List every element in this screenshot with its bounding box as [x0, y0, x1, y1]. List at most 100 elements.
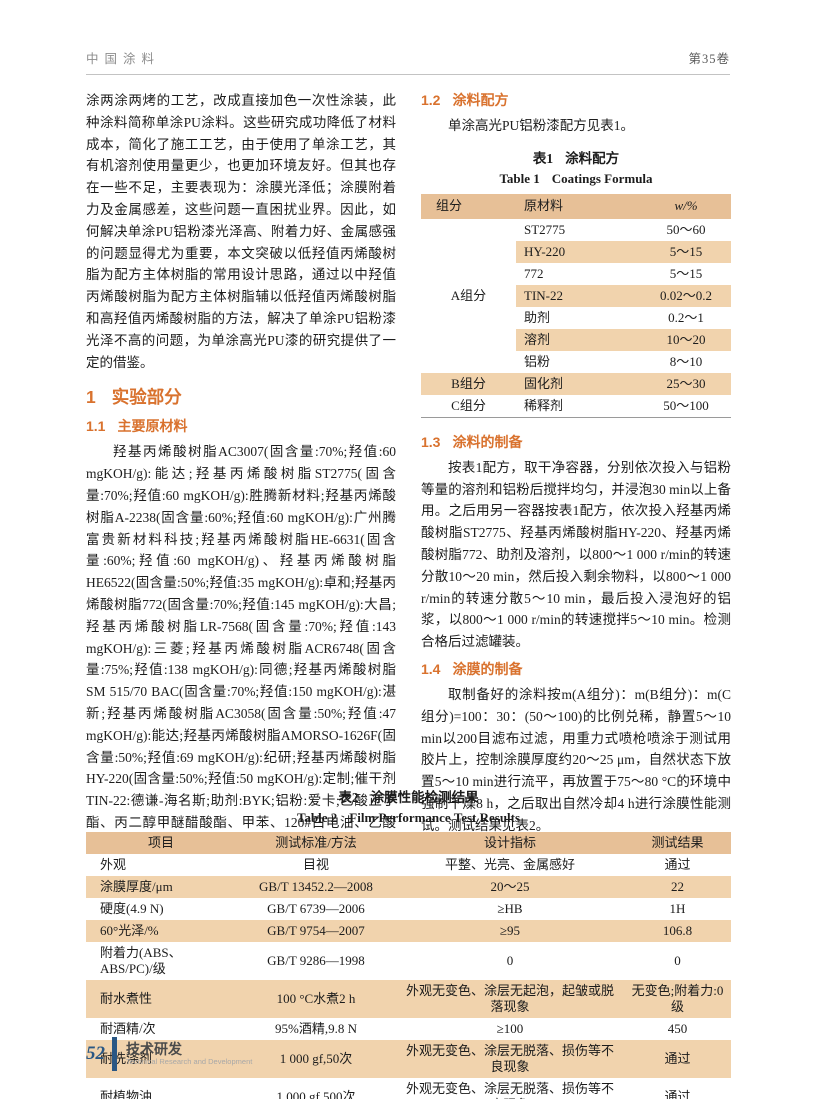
page-footer: 52 技术研发 Technical Research and Developme…	[86, 1037, 252, 1071]
section-1-3-title: 涂料的制备	[452, 433, 523, 450]
table2-target: 外观无变色、涂层无脱落、损伤等不良现象	[405, 1081, 614, 1099]
table2-target: 0	[506, 953, 514, 968]
table1-caption-en-label: Table 1	[499, 170, 540, 186]
intro-paragraph: 涂两涂两烤的工艺，改成直接加色一次性涂装，此种涂料简称单涂PU涂料。这些研究成功…	[86, 93, 396, 370]
table-row: 60°光泽/% GB/T 9754—2007 ≥95 106.8	[86, 920, 731, 942]
table1-material: 772	[524, 265, 544, 281]
table-row: 助剂 0.2～1	[421, 307, 731, 329]
table-row: 耐洗涤剂 1 000 gf,50次 外观无变色、涂层无脱落、损伤等不良现象 通过	[86, 1040, 731, 1078]
table-row: 硬度(4.9 N) GB/T 6739—2006 ≥HB 1H	[86, 898, 731, 920]
section-1-4-title: 涂膜的制备	[452, 660, 523, 677]
table1-value: 8～10	[669, 353, 703, 369]
section-1-1-heading: 1.1 主要原材料	[86, 416, 396, 436]
formula-intro: 单涂高光PU铝粉漆配方见表1。	[448, 118, 635, 133]
film-paragraph: 取制备好的涂料按m(A组分)：m(B组分)：m(C组分)=100：30：(50～…	[421, 686, 731, 833]
table2-result: 通过	[664, 1051, 691, 1066]
table-row: 铝粉 8～10	[421, 351, 731, 373]
section-1-2-heading: 1.2 涂料配方	[421, 90, 731, 110]
table1-caption: 表1 涂料配方 Table 1 Coatings Formula	[421, 149, 731, 188]
table2-header-item: 项目	[86, 832, 236, 854]
table2-standard: GB/T 9754—2007	[267, 923, 365, 938]
right-column: 1.2 涂料配方 单涂高光PU铝粉漆配方见表1。 表1 涂料配方 Table 1 Co…	[421, 90, 731, 856]
table2-item: 耐酒精/次	[100, 1021, 156, 1036]
footer-divider-bar	[112, 1037, 117, 1071]
table2-standard: 100 °C水煮2 h	[276, 991, 356, 1006]
table2-item: 硬度(4.9 N)	[100, 901, 164, 916]
table2-header-target: 设计指标	[396, 832, 624, 854]
table2-standard: 95%酒精,9.8 N	[275, 1021, 357, 1036]
table2-standard: GB/T 9286—1998	[267, 953, 365, 968]
left-column: 涂两涂两烤的工艺，改成直接加色一次性涂装，此种涂料简称单涂PU涂料。这些研究成功…	[86, 90, 396, 856]
table-row: 涂膜厚度/μm GB/T 13452.2—2008 20～25 22	[86, 876, 731, 898]
table1-value: 50～100	[663, 397, 709, 413]
table1-value: 50～60	[666, 221, 706, 237]
table-row: 外观 目视 平整、光亮、金属感好 通过	[86, 854, 731, 876]
table2-header-row: 项目 测试标准/方法 设计指标 测试结果	[86, 832, 731, 854]
table2-result: 1H	[669, 901, 686, 916]
section-1-2-number: 1.2	[421, 92, 441, 108]
section-1-3-number: 1.3	[421, 433, 441, 450]
preparation-paragraph: 按表1配方，取干净容器，分别依次投入与铝粉等量的溶剂和铝粉后搅拌均匀，并浸泡30…	[421, 459, 731, 650]
table-row: A组分 ST2775 50～60	[421, 219, 731, 303]
table-row: 772 5～15	[421, 263, 731, 285]
table1-value: 10～20	[641, 328, 731, 351]
table2-section: 表2 涂膜性能检测结果 Table 2 Film Performance Test …	[86, 788, 731, 1099]
table1-caption-zh-title: 涂料配方	[565, 150, 620, 166]
table1-caption-zh-label: 表1	[532, 150, 554, 166]
table-row: 附着力(ABS、ABS/PC)/级 GB/T 9286—1998 0 0	[86, 942, 731, 980]
table1-value: 25～30	[666, 375, 706, 391]
table2-result: 450	[667, 1021, 688, 1036]
table2-caption-en-title: Film Performance Test Results	[349, 810, 521, 825]
table1-group-c: C组分	[451, 397, 486, 413]
table1-value: 5～15	[641, 240, 731, 263]
table-row: 耐植物油 1 000 gf,500次 外观无变色、涂层无脱落、损伤等不良现象 通…	[86, 1078, 731, 1099]
table2-target: ≥95	[499, 923, 521, 938]
footer-section-block: 技术研发 Technical Research and Development	[126, 1041, 252, 1067]
page-number: 52	[86, 1043, 105, 1064]
footer-section-title: 技术研发	[126, 1041, 182, 1057]
table2-target: ≥HB	[497, 901, 523, 916]
section-1-2-title: 涂料配方	[452, 92, 509, 108]
table2-target: 平整、光亮、金属感好	[444, 857, 575, 872]
table2-result: 通过	[664, 1089, 691, 1099]
volume-label: 第35卷	[688, 52, 730, 66]
table2-film-performance: 项目 测试标准/方法 设计指标 测试结果 外观 目视 平整、光亮、金属感好 通过…	[86, 832, 731, 1099]
table1-material: ST2775	[524, 221, 566, 237]
table2-standard: 1 000 gf,50次	[279, 1051, 353, 1066]
table1-caption-en-title: Coatings Formula	[551, 170, 653, 186]
table1-coatings-formula: 组分 原材料 w/% A组分 ST2775 50～60 HY-220 5～15	[421, 193, 731, 418]
table2-item: 附着力(ABS、ABS/PC)/级	[100, 945, 182, 976]
table2-result: 0	[674, 953, 681, 968]
table2-header-standard: 测试标准/方法	[236, 832, 396, 854]
table1-material: 助剂	[524, 309, 551, 325]
table1-material: TIN-22	[516, 284, 641, 307]
table2-standard: 目视	[302, 857, 329, 872]
table2-caption: 表2 涂膜性能检测结果 Table 2 Film Performance Test …	[86, 788, 731, 827]
table-row: TIN-22 0.02～0.2	[421, 284, 731, 307]
running-head: 中国涂料 第35卷	[86, 48, 730, 75]
table2-standard: 1 000 gf,500次	[276, 1089, 356, 1099]
section-1-1-title: 主要原材料	[117, 418, 188, 435]
table-row: C组分 稀释剂 50～100	[421, 395, 731, 418]
table2-item: 60°光泽/%	[100, 923, 159, 938]
table-row: HY-220 5～15	[421, 240, 731, 263]
table2-caption-en-label: Table 2	[296, 810, 338, 825]
table1-material: 溶剂	[516, 328, 641, 351]
table1-group-b: B组分	[451, 375, 486, 391]
table1-group-a: A组分	[450, 287, 487, 303]
table1-material: 稀释剂	[524, 397, 564, 413]
table2-header-result: 测试结果	[624, 832, 731, 854]
table1-material: 铝粉	[524, 353, 551, 369]
section-1-title: 实验部分	[111, 387, 182, 408]
table-row: 耐水煮性 100 °C水煮2 h 外观无变色、涂层无起泡，起皱或脱落现象 无变色…	[86, 980, 731, 1018]
table-row: 溶剂 10～20	[421, 328, 731, 351]
table1-value: 0.2～1	[668, 309, 704, 325]
table2-item: 涂膜厚度/μm	[100, 879, 173, 894]
table1-header-material: 原材料	[516, 193, 641, 219]
table1-header-wpct: w/%	[641, 193, 731, 219]
section-1-3-heading: 1.3 涂料的制备	[421, 432, 731, 452]
table2-item: 外观	[100, 857, 127, 872]
journal-name: 中国涂料	[86, 52, 161, 66]
table2-item: 耐植物油	[100, 1089, 153, 1099]
